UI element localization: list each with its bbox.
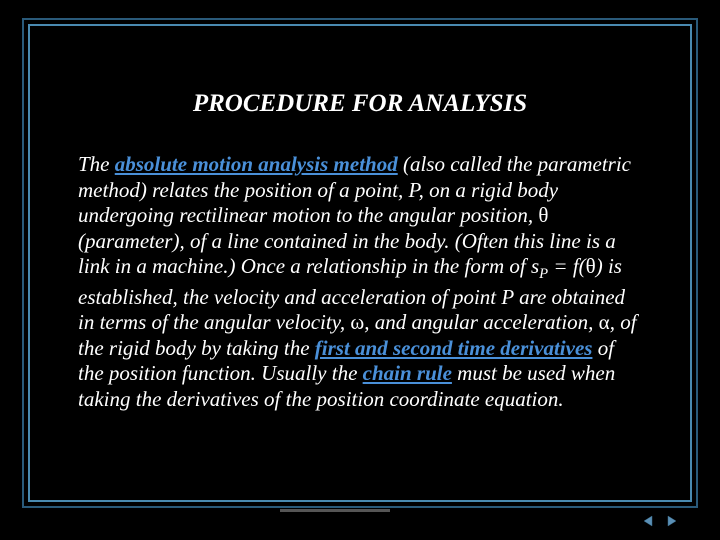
chevron-right-icon <box>664 515 678 527</box>
symbol-theta: θ <box>538 203 548 227</box>
body-after-omega: , and angular acceleration, <box>364 310 598 334</box>
keyword-derivatives: first and second time derivatives <box>315 336 593 360</box>
slide: PROCEDURE FOR ANALYSIS The absolute moti… <box>0 0 720 540</box>
body-after-theta: (parameter), of a line contained in the … <box>78 229 616 279</box>
symbol-alpha: α <box>599 310 610 334</box>
symbol-theta-2: θ <box>586 254 596 278</box>
subscript-p: P <box>539 267 548 283</box>
slide-body: The absolute motion analysis method (als… <box>42 152 678 413</box>
bottom-ruler <box>280 509 390 512</box>
body-eq-mid: = f( <box>548 254 586 278</box>
prev-button[interactable] <box>640 514 658 528</box>
slide-title: PROCEDURE FOR ANALYSIS <box>42 90 678 118</box>
body-intro: The <box>78 152 115 176</box>
keyword-absolute-motion: absolute motion analysis method <box>115 152 398 176</box>
next-button[interactable] <box>662 514 680 528</box>
chevron-left-icon <box>642 515 656 527</box>
nav-controls <box>640 514 680 528</box>
keyword-chain-rule: chain rule <box>363 361 452 385</box>
symbol-omega: ω <box>350 310 364 334</box>
